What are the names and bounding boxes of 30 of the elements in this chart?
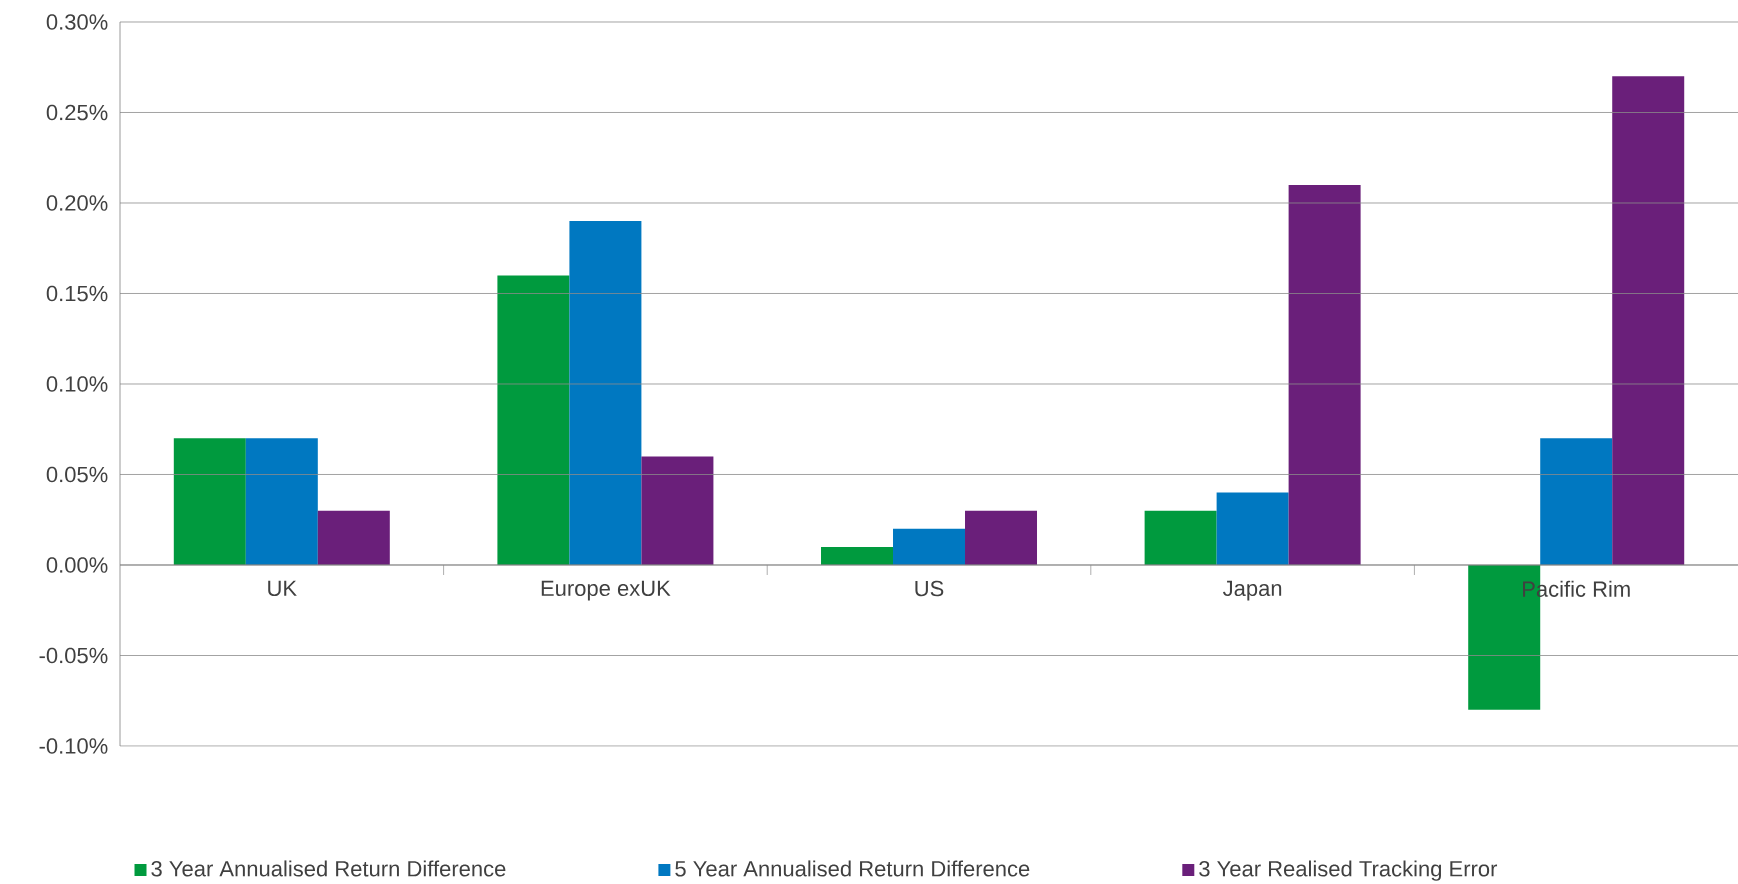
y-tick-label: 0.05% <box>46 466 108 483</box>
x-tick-label: UK <box>268 580 297 597</box>
y-tick-label: 0.30% <box>46 14 108 30</box>
y-tick-label: -0.10% <box>39 738 108 754</box>
bar <box>1288 184 1361 565</box>
y-tick-label: 0.00% <box>46 557 108 573</box>
bar <box>641 456 714 565</box>
y-tick-label: 0.10% <box>46 376 108 392</box>
bar <box>821 546 894 565</box>
bar <box>1540 438 1613 565</box>
bar <box>317 510 390 565</box>
y-tick-label: -0.05% <box>39 647 108 664</box>
y-tick-label: 0.20% <box>46 195 108 211</box>
legend-label: 5 Year Annualised Return Difference <box>675 860 1030 877</box>
x-tick-label: Europe exUK <box>541 580 671 601</box>
legend-label: 3 Year Annualised Return Difference <box>151 860 506 877</box>
bar <box>1612 76 1685 565</box>
bar <box>173 438 246 565</box>
bar <box>497 275 570 565</box>
bar <box>1216 492 1289 565</box>
y-tick-label: 0.15% <box>46 285 108 302</box>
bar <box>893 528 966 565</box>
bar <box>965 510 1038 565</box>
y-tick-label: 0.25% <box>46 104 108 121</box>
x-tick-label: Japan <box>1222 580 1282 601</box>
legend-label: 3 Year Realised Tracking Error <box>1199 860 1498 881</box>
bar <box>245 438 318 565</box>
bar <box>569 221 642 565</box>
bar <box>1144 510 1217 565</box>
x-tick-label: US <box>915 580 944 597</box>
